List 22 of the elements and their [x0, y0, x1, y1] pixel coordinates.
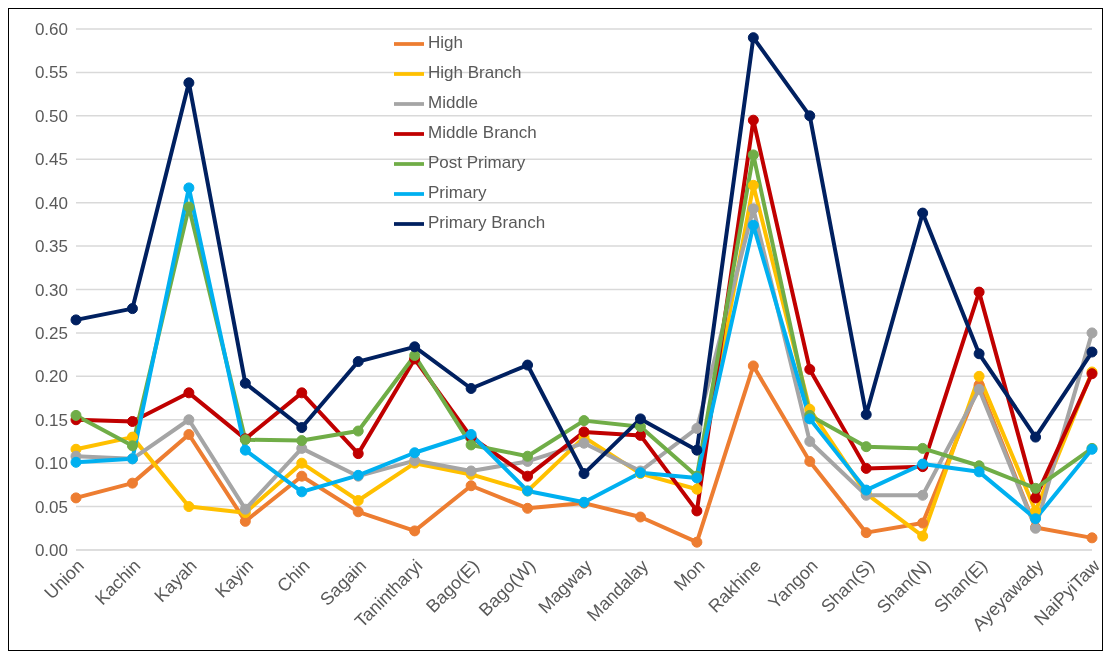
x-tick-label: Chin — [273, 555, 314, 597]
y-tick-label: 0.60 — [34, 20, 68, 40]
y-tick-label: 0.00 — [34, 541, 68, 561]
y-tick-label: 0.55 — [34, 63, 68, 83]
y-tick-label: 0.20 — [34, 367, 68, 387]
legend-label: Primary Branch — [428, 213, 546, 233]
legend-label: Middle Branch — [428, 123, 537, 143]
legend-label: Post Primary — [428, 153, 526, 173]
y-tick-label: 0.10 — [34, 454, 68, 474]
y-tick-label: 0.35 — [34, 237, 68, 257]
y-tick-label: 0.50 — [34, 106, 68, 126]
y-tick-label: 0.45 — [34, 150, 68, 170]
x-tick-label: Mon — [669, 555, 709, 595]
legend-label: Middle — [428, 93, 479, 113]
y-tick-label: 0.15 — [34, 410, 68, 430]
y-tick-label: 0.25 — [34, 323, 68, 343]
legend-label: High Branch — [428, 63, 522, 83]
y-tick-label: 0.30 — [34, 280, 68, 300]
y-tick-label: 0.05 — [34, 497, 68, 517]
legend-label: Primary — [428, 183, 487, 203]
y-tick-label: 0.40 — [34, 193, 68, 213]
legend-label: High — [428, 33, 463, 53]
